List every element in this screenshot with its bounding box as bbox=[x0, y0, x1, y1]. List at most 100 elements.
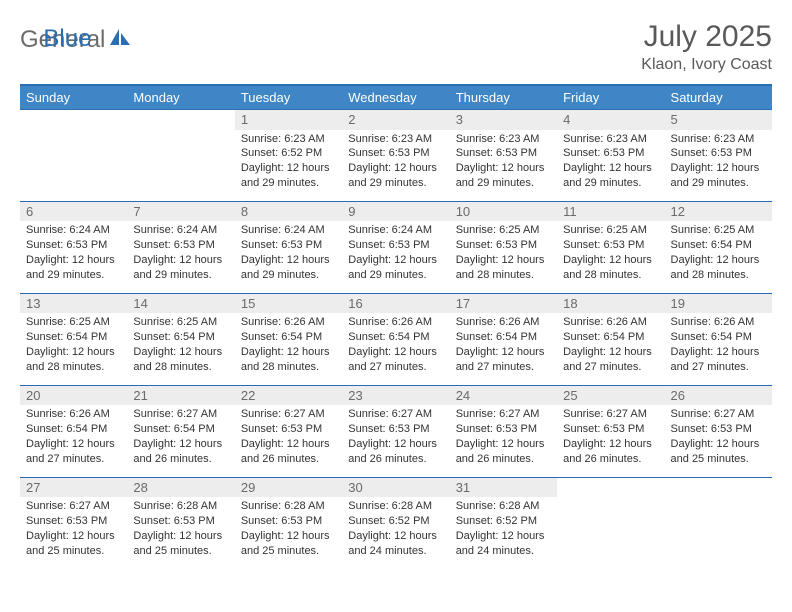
sunset-line: Sunset: 6:54 PM bbox=[133, 423, 214, 435]
sunset-line: Sunset: 6:53 PM bbox=[348, 423, 429, 435]
daylight-line: Daylight: 12 hours and 24 minutes. bbox=[348, 530, 437, 557]
sunrise-line: Sunrise: 6:27 AM bbox=[671, 408, 755, 420]
sunrise-line: Sunrise: 6:28 AM bbox=[348, 500, 432, 512]
sunrise-line: Sunrise: 6:25 AM bbox=[133, 316, 217, 328]
day-number-cell: 13 bbox=[20, 293, 127, 313]
day-number-cell: 21 bbox=[127, 385, 234, 405]
day-data-cell: Sunrise: 6:26 AMSunset: 6:54 PMDaylight:… bbox=[665, 313, 772, 385]
day-data-cell: Sunrise: 6:25 AMSunset: 6:54 PMDaylight:… bbox=[20, 313, 127, 385]
sunrise-line: Sunrise: 6:27 AM bbox=[241, 408, 325, 420]
daylight-line: Daylight: 12 hours and 25 minutes. bbox=[133, 530, 222, 557]
day-number-cell: 4 bbox=[557, 110, 664, 130]
sunset-line: Sunset: 6:53 PM bbox=[241, 423, 322, 435]
daylight-line: Daylight: 12 hours and 27 minutes. bbox=[456, 346, 545, 373]
day-number-cell: 18 bbox=[557, 293, 664, 313]
day-data-cell: Sunrise: 6:23 AMSunset: 6:53 PMDaylight:… bbox=[450, 130, 557, 202]
daylight-line: Daylight: 12 hours and 28 minutes. bbox=[671, 254, 760, 281]
sunrise-line: Sunrise: 6:24 AM bbox=[26, 224, 110, 236]
sunset-line: Sunset: 6:53 PM bbox=[241, 515, 322, 527]
daylight-line: Daylight: 12 hours and 28 minutes. bbox=[456, 254, 545, 281]
day-data-cell: Sunrise: 6:24 AM Sunset: 6:53 PM Daylight:… bbox=[127, 221, 234, 293]
day-number-cell: 10 bbox=[450, 201, 557, 221]
header: General Blue July 2025 Klaon, Ivory Coas… bbox=[20, 20, 772, 74]
sunset-line: Sunset: 6:54 PM bbox=[563, 331, 644, 343]
day-data-cell bbox=[127, 130, 234, 202]
day-data-cell bbox=[665, 497, 772, 563]
daylight-line: Daylight: 12 hours and 29 minutes. bbox=[671, 162, 760, 189]
day-data-cell: Sunrise: 6:26 AM Sunset: 6:54 PM Daylight:… bbox=[450, 313, 557, 385]
week-data-row: Sunrise: 6:23 AMSunset: 6:52 PMDaylight:… bbox=[20, 130, 772, 202]
day-number-cell: 17 bbox=[450, 293, 557, 313]
sunrise-line: Sunrise: 6:27 AM bbox=[133, 408, 217, 420]
day-data-cell: Sunrise: 6:28 AMSunset: 6:52 PMDaylight:… bbox=[342, 497, 449, 563]
day-data-cell: Sunrise: 6:25 AMSunset: 6:54 PMDaylight:… bbox=[665, 221, 772, 293]
sunset-line: Sunset: 6:54 PM bbox=[348, 331, 429, 343]
day-header: Friday bbox=[557, 85, 664, 110]
day-number-cell: 14 bbox=[127, 293, 234, 313]
week-number-row: 20212223242526 bbox=[20, 385, 772, 405]
sunrise-line: Sunrise: 6:28 AM bbox=[241, 500, 325, 512]
day-data-cell: Sunrise: 6:25 AMSunset: 6:53 PMDaylight:… bbox=[557, 221, 664, 293]
month-title: July 2025 bbox=[641, 20, 772, 54]
week-number-row: 13141516171819 bbox=[20, 293, 772, 313]
sunrise-line: Sunrise: 6:23 AM bbox=[671, 133, 755, 145]
daylight-line: Daylight: 12 hours and 25 minutes. bbox=[241, 530, 330, 557]
week-data-row: Sunrise: 6:24 AM Sunset: 6:53 PM Daylight:… bbox=[20, 221, 772, 293]
sunrise-line: Sunrise: 6:24 AM bbox=[241, 224, 325, 236]
sunset-line: Sunset: 6:53 PM bbox=[456, 423, 537, 435]
sunset-line: Sunset: 6:53 PM bbox=[456, 239, 537, 251]
day-header: Thursday bbox=[450, 85, 557, 110]
sunrise-line: Sunrise: 6:25 AM bbox=[563, 224, 647, 236]
daylight-line: Daylight: 12 hours and 26 minutes. bbox=[563, 438, 652, 465]
day-number-cell: 5 bbox=[665, 110, 772, 130]
daylight-line: Daylight: 12 hours and 26 minutes. bbox=[241, 438, 330, 465]
daylight-line: Daylight: 12 hours and 24 minutes. bbox=[456, 530, 545, 557]
daylight-line: Daylight: 12 hours and 29 minutes. bbox=[133, 254, 222, 281]
day-data-cell bbox=[557, 497, 664, 563]
day-data-cell: Sunrise: 6:25 AM Sunset: 6:54 PM Daylight:… bbox=[127, 313, 234, 385]
week-number-row: 12345 bbox=[20, 110, 772, 130]
day-data-cell: Sunrise: 6:27 AMSunset: 6:54 PMDaylight:… bbox=[127, 405, 234, 477]
week-data-row: Sunrise: 6:26 AMSunset: 6:54 PMDaylight:… bbox=[20, 405, 772, 477]
day-data-cell: Sunrise: 6:27 AMSunset: 6:53 PMDaylight:… bbox=[342, 405, 449, 477]
daylight-line: Daylight: 12 hours and 28 minutes. bbox=[26, 346, 115, 373]
day-data-cell: Sunrise: 6:26 AMSunset: 6:54 PMDaylight:… bbox=[235, 313, 342, 385]
day-number-cell: 6 bbox=[20, 201, 127, 221]
sunset-line: Sunset: 6:52 PM bbox=[456, 515, 537, 527]
day-number-cell: 1 bbox=[235, 110, 342, 130]
day-number-cell: 9 bbox=[342, 201, 449, 221]
sunset-line: Sunset: 6:54 PM bbox=[456, 331, 537, 343]
daylight-line: Daylight: 12 hours and 29 minutes. bbox=[241, 162, 330, 189]
sunrise-line: Sunrise: 6:28 AM bbox=[456, 500, 540, 512]
sunset-line: Sunset: 6:54 PM bbox=[671, 331, 752, 343]
sunrise-line: Sunrise: 6:26 AM bbox=[456, 316, 540, 328]
day-data-cell: Sunrise: 6:27 AMSunset: 6:53 PMDaylight:… bbox=[665, 405, 772, 477]
day-number-cell: 22 bbox=[235, 385, 342, 405]
sunset-line: Sunset: 6:53 PM bbox=[348, 239, 429, 251]
sunrise-line: Sunrise: 6:26 AM bbox=[671, 316, 755, 328]
sunrise-line: Sunrise: 6:27 AM bbox=[26, 500, 110, 512]
sunset-line: Sunset: 6:53 PM bbox=[133, 239, 214, 251]
sunrise-line: Sunrise: 6:24 AM bbox=[133, 224, 217, 236]
sunrise-line: Sunrise: 6:27 AM bbox=[563, 408, 647, 420]
day-number-cell: 26 bbox=[665, 385, 772, 405]
day-data-cell: Sunrise: 6:26 AMSunset: 6:54 PMDaylight:… bbox=[20, 405, 127, 477]
day-data-cell: Sunrise: 6:24 AMSunset: 6:53 PMDaylight:… bbox=[20, 221, 127, 293]
day-number-cell: 25 bbox=[557, 385, 664, 405]
day-number-cell: 23 bbox=[342, 385, 449, 405]
daylight-line: Daylight: 12 hours and 28 minutes. bbox=[133, 346, 222, 373]
sunrise-line: Sunrise: 6:23 AM bbox=[241, 133, 325, 145]
calendar-body: 12345Sunrise: 6:23 AMSunset: 6:52 PMDayl… bbox=[20, 110, 772, 564]
sunset-line: Sunset: 6:53 PM bbox=[133, 515, 214, 527]
sunrise-line: Sunrise: 6:26 AM bbox=[241, 316, 325, 328]
day-data-cell: Sunrise: 6:23 AMSunset: 6:53 PMDaylight:… bbox=[342, 130, 449, 202]
sunset-line: Sunset: 6:54 PM bbox=[133, 331, 214, 343]
day-data-cell: Sunrise: 6:26 AMSunset: 6:54 PMDaylight:… bbox=[342, 313, 449, 385]
day-number-cell: 31 bbox=[450, 477, 557, 497]
daylight-line: Daylight: 12 hours and 29 minutes. bbox=[563, 162, 652, 189]
day-header-row: SundayMondayTuesdayWednesdayThursdayFrid… bbox=[20, 85, 772, 110]
sunset-line: Sunset: 6:54 PM bbox=[26, 331, 107, 343]
day-data-cell: Sunrise: 6:24 AMSunset: 6:53 PMDaylight:… bbox=[342, 221, 449, 293]
day-number-cell: 27 bbox=[20, 477, 127, 497]
day-header: Tuesday bbox=[235, 85, 342, 110]
